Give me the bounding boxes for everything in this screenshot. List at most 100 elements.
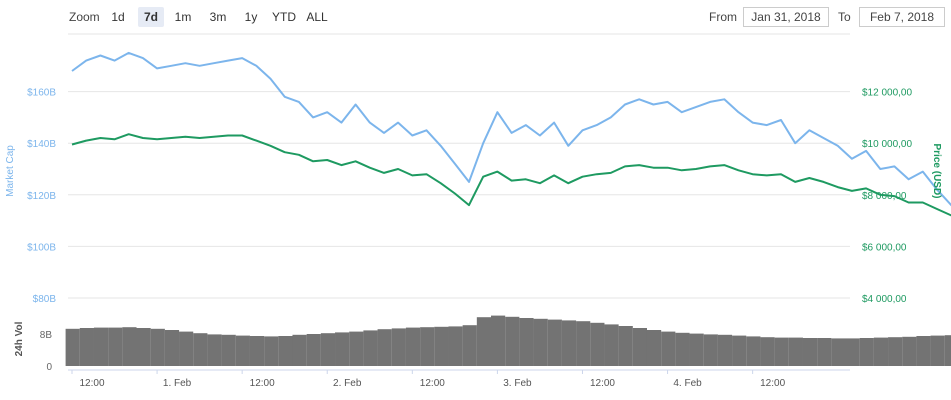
volume-bar: [505, 316, 520, 366]
right-axis-tick-label: $6 000,00: [862, 242, 907, 253]
volume-bar: [632, 328, 647, 366]
volume-bar: [306, 334, 321, 366]
volume-axis-tick-label: 0: [46, 362, 52, 373]
right-axis-tick-label: $4 000,00: [862, 294, 907, 305]
x-axis: 12:00 1. Feb 12:00 2. Feb 12:00 3. Feb 12:00 4.…: [71, 370, 786, 389]
series-lines: [71, 51, 951, 217]
volume-bar: [377, 329, 392, 366]
volume-bar: [519, 318, 534, 366]
to-date-input[interactable]: Feb 7, 2018: [859, 7, 945, 27]
volume-bar: [533, 318, 548, 366]
x-axis-tick-label: 2. Feb: [333, 378, 362, 389]
left-axis-tick-label: $160B: [27, 88, 56, 99]
volume-bar: [320, 333, 336, 366]
volume-bar: [264, 336, 279, 366]
volume-bar: [746, 336, 761, 366]
volume-bar: [561, 320, 577, 366]
volume-bars: [65, 315, 951, 366]
volume-bar: [179, 331, 194, 366]
zoom-button-1d[interactable]: 1d: [111, 10, 125, 24]
chart-toolbar: Zoom 1d 7d 1m 3m 1y YTD ALL From Jan 31,…: [0, 0, 951, 34]
volume-bar: [788, 337, 803, 366]
volume-bar: [448, 326, 463, 366]
zoom-button-ytd[interactable]: YTD: [272, 10, 296, 24]
volume-axis-tick-label: 8B: [40, 330, 53, 341]
right-axis-tick-label: $8 000,00: [862, 191, 907, 202]
left-axis-tick-label: $140B: [27, 139, 56, 150]
volume-bar: [802, 338, 818, 366]
volume-bar: [122, 327, 137, 366]
volume-bar: [235, 335, 250, 366]
volume-bar: [902, 336, 917, 366]
volume-bar: [278, 336, 293, 366]
volume-bar: [916, 336, 931, 366]
volume-bar: [547, 319, 562, 366]
volume-bar: [164, 330, 180, 366]
volume-bar: [335, 332, 350, 366]
volume-bar: [249, 336, 265, 366]
volume-bar: [590, 322, 605, 366]
x-axis-tick-label: 12:00: [420, 378, 445, 389]
volume-bar: [689, 333, 704, 366]
zoom-button-3m[interactable]: 3m: [209, 10, 227, 24]
volume-bar: [391, 328, 406, 366]
volume-bar: [108, 327, 123, 366]
volume-bar: [831, 338, 846, 366]
volume-bar: [944, 335, 951, 366]
right-axis: $4 000,00 $6 000,00 $8 000,00 $10 000,00 $12…: [862, 88, 912, 305]
volume-bar: [774, 337, 789, 366]
to-label: To: [838, 10, 851, 24]
volume-bar: [476, 317, 492, 366]
left-axis-tick-label: $120B: [27, 191, 56, 202]
price-line: [71, 133, 951, 217]
volume-bar: [93, 327, 109, 366]
volume-bar: [717, 334, 733, 366]
x-axis-tick-label: 4. Feb: [673, 378, 702, 389]
volume-bar: [675, 332, 690, 366]
volume-bar: [221, 334, 236, 366]
volume-bar: [845, 338, 860, 366]
zoom-button-all[interactable]: ALL: [306, 10, 328, 24]
left-axis-tick-label: $100B: [27, 242, 56, 253]
right-axis-title: Price (USD): [931, 143, 942, 198]
volume-bar: [136, 328, 151, 366]
volume-bar: [618, 326, 633, 366]
x-axis-tick-label: 1. Feb: [163, 378, 192, 389]
volume-bar: [930, 335, 945, 366]
volume-axis: 0 8B: [40, 330, 53, 373]
volume-bar: [646, 330, 662, 366]
volume-bar: [604, 324, 619, 366]
volume-bar: [420, 327, 435, 366]
volume-bar: [888, 337, 903, 366]
volume-bar: [349, 331, 364, 366]
left-axis-title: Market Cap: [5, 145, 16, 197]
volume-bar: [207, 334, 222, 366]
x-axis-tick-label: 12:00: [760, 378, 785, 389]
market-cap-line: [71, 51, 951, 207]
x-axis-tick-label: 3. Feb: [503, 378, 532, 389]
volume-bar: [65, 328, 80, 366]
volume-bar: [873, 337, 889, 366]
zoom-button-1y[interactable]: 1y: [244, 10, 258, 24]
volume-bar: [661, 331, 676, 366]
from-date-input[interactable]: Jan 31, 2018: [743, 7, 829, 27]
volume-bar: [576, 321, 591, 366]
volume-bar: [79, 328, 94, 366]
zoom-button-7d[interactable]: 7d: [138, 7, 164, 27]
volume-bar: [760, 337, 775, 366]
volume-bar: [462, 325, 477, 366]
volume-bar: [405, 327, 421, 366]
zoom-button-1m[interactable]: 1m: [174, 10, 192, 24]
volume-bar: [434, 326, 449, 366]
volume-bar: [363, 330, 378, 366]
from-label: From: [709, 10, 737, 24]
x-axis-tick-label: 12:00: [590, 378, 615, 389]
volume-bar: [732, 335, 747, 366]
x-axis-tick-label: 12:00: [250, 378, 275, 389]
volume-bar: [859, 338, 874, 366]
x-axis-tick-label: 12:00: [79, 378, 104, 389]
grid-lines: [68, 33, 850, 371]
zoom-label: Zoom: [69, 10, 100, 24]
volume-bar: [817, 338, 832, 366]
